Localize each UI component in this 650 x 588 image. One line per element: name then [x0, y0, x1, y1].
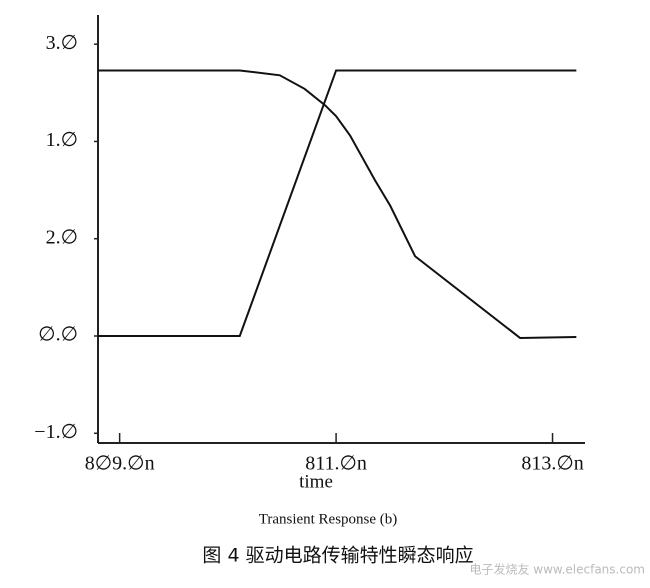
series-line	[98, 69, 577, 339]
y-tick-label: 1.∅	[46, 129, 78, 151]
x-axis-label: time	[299, 471, 333, 492]
caption: 图 4 驱动电路传输特性瞬态响应	[202, 545, 473, 567]
watermark: 电子发烧友 www.elecfans.com	[469, 562, 645, 577]
y-tick-label: −1.∅	[34, 421, 78, 443]
series-line	[98, 69, 577, 337]
x-tick-label: 811.∅n	[305, 453, 367, 475]
x-tick-label: 8∅9.∅n	[85, 453, 155, 475]
x-tick-label: 813.∅n	[521, 453, 583, 475]
y-tick-label: ∅.∅	[38, 324, 78, 346]
subtitle: Transient Response (b)	[259, 511, 398, 527]
y-tick-label: 2.∅	[46, 226, 78, 248]
y-tick-label: 3.∅	[46, 32, 78, 54]
